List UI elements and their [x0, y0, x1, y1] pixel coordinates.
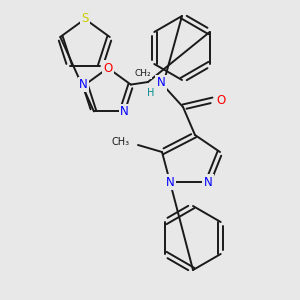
Text: N: N — [157, 76, 165, 89]
Text: O: O — [216, 94, 226, 106]
Text: N: N — [166, 176, 174, 188]
Text: N: N — [120, 105, 128, 118]
Text: H: H — [147, 88, 155, 98]
Text: CH₃: CH₃ — [112, 137, 130, 147]
Text: N: N — [79, 78, 88, 91]
Text: N: N — [204, 176, 212, 188]
Text: S: S — [81, 13, 89, 26]
Text: O: O — [103, 61, 112, 74]
Text: CH₂: CH₂ — [135, 70, 151, 79]
